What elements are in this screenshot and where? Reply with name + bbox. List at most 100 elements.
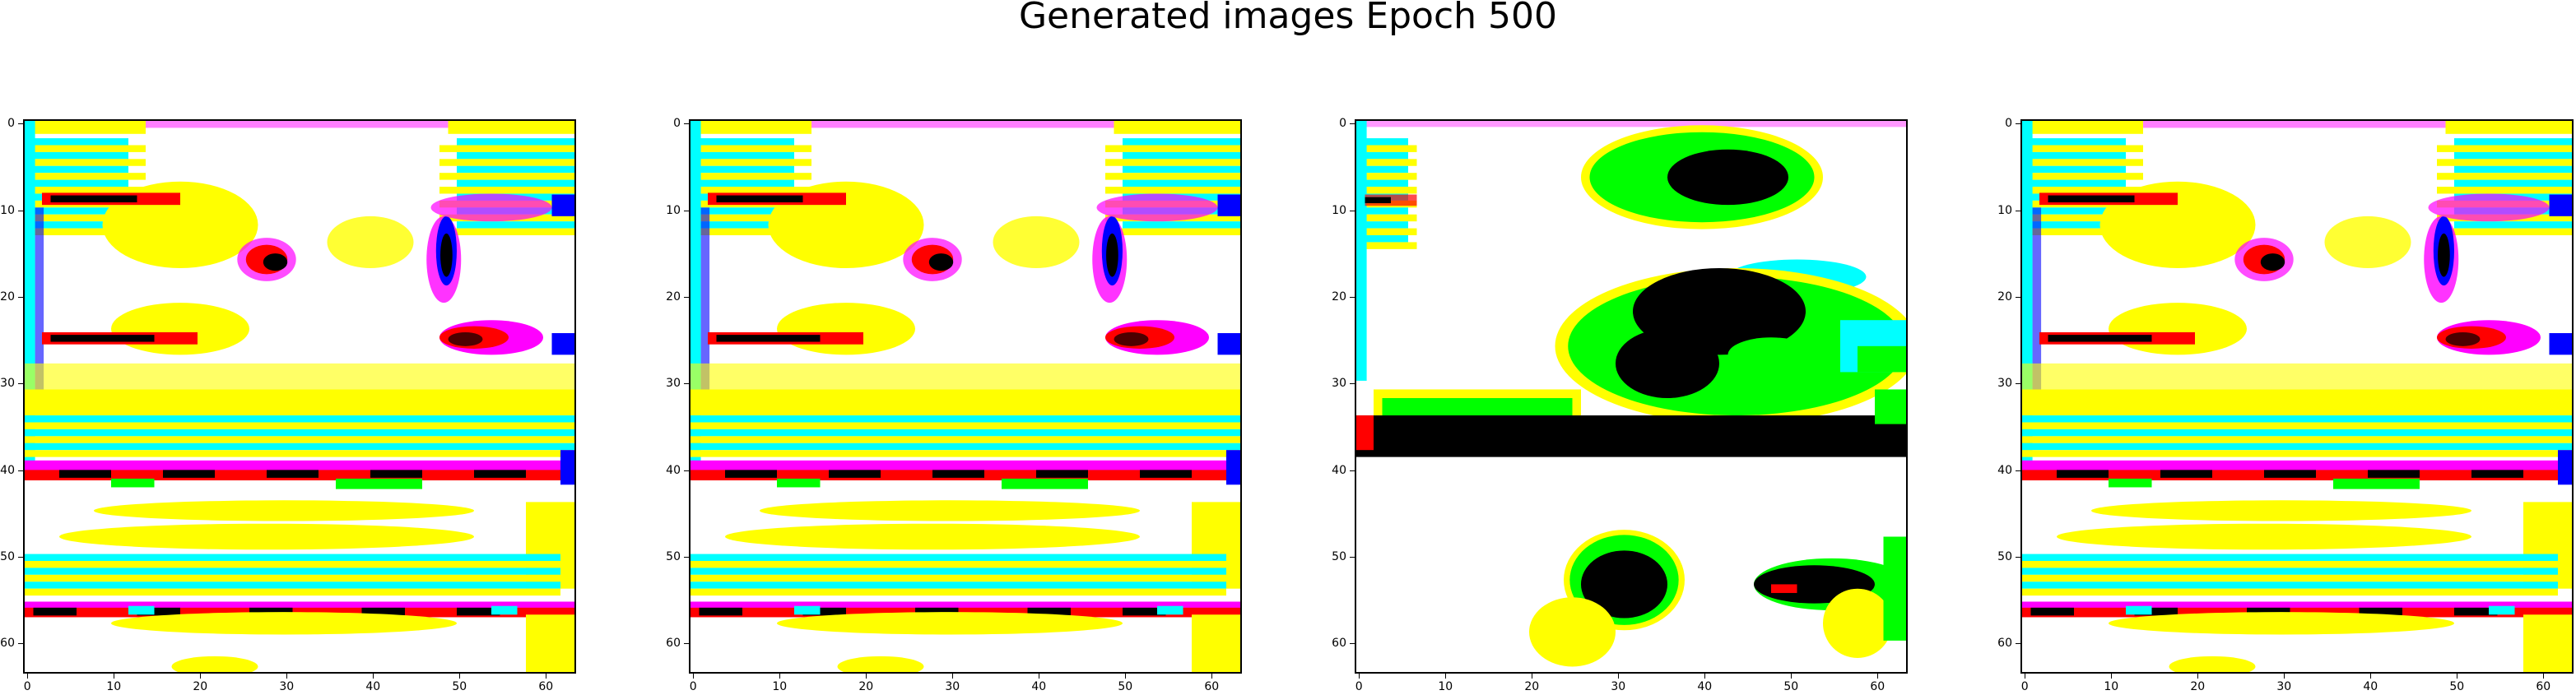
x-tick-mark <box>866 674 867 679</box>
x-tick-mark <box>1704 674 1706 679</box>
figure-title: Generated images Epoch 500 <box>1018 0 1558 37</box>
x-tick-mark <box>373 674 374 679</box>
y-tick-label: 40 <box>1997 463 2012 477</box>
y-tick-mark <box>18 123 23 125</box>
y-tick-mark <box>684 383 689 385</box>
x-tick-label: 10 <box>2104 680 2119 693</box>
y-tick-mark <box>2016 470 2020 471</box>
x-tick-label: 30 <box>1611 680 1626 693</box>
x-tick-label: 0 <box>689 680 697 693</box>
y-tick-label: 30 <box>1332 377 1346 391</box>
x-tick-mark <box>1791 674 1793 679</box>
y-tick-label: 10 <box>666 203 681 217</box>
x-tick-mark <box>1211 674 1213 679</box>
y-tick-label: 0 <box>673 117 681 131</box>
generated-image-pixels <box>2022 121 2572 672</box>
y-tick-mark <box>1350 383 1355 385</box>
x-tick-label: 40 <box>2363 680 2378 693</box>
x-tick-mark <box>779 674 781 679</box>
x-tick-label: 10 <box>772 680 788 693</box>
x-tick-mark <box>27 674 29 679</box>
x-tick-label: 60 <box>538 680 554 693</box>
y-tick-label: 10 <box>1997 203 2012 217</box>
generated-image-3: 0 10 20 30 40 50 60 0 10 20 30 40 50 60 <box>1332 117 1908 693</box>
x-tick-label: 30 <box>279 680 295 693</box>
y-tick-label: 60 <box>0 637 15 651</box>
y-tick-mark <box>1350 470 1355 471</box>
x-tick-label: 50 <box>1783 680 1799 693</box>
x-tick-mark <box>1445 674 1447 679</box>
x-tick-mark <box>2111 674 2113 679</box>
y-tick-mark <box>2016 123 2020 125</box>
x-tick-label: 50 <box>452 680 467 693</box>
y-tick-mark <box>1350 123 1355 125</box>
x-tick-mark <box>2370 674 2372 679</box>
y-tick-label: 40 <box>666 463 681 477</box>
x-tick-mark <box>952 674 954 679</box>
x-tick-label: 40 <box>1031 680 1047 693</box>
y-tick-label: 20 <box>1997 290 2012 303</box>
generated-image-pixels <box>25 121 574 672</box>
y-tick-label: 60 <box>1997 637 2012 651</box>
y-tick-mark <box>2016 643 2020 645</box>
y-tick-mark <box>684 470 689 471</box>
generated-image-pixels <box>690 121 1240 672</box>
y-tick-mark <box>1350 643 1355 645</box>
y-tick-label: 40 <box>1332 463 1346 477</box>
x-tick-mark <box>693 674 695 679</box>
y-tick-label: 20 <box>0 290 15 303</box>
y-tick-label: 50 <box>666 549 681 563</box>
y-tick-mark <box>18 643 23 645</box>
x-tick-label: 20 <box>193 680 208 693</box>
y-tick-mark <box>2016 556 2020 558</box>
y-tick-label: 0 <box>2005 117 2012 131</box>
x-tick-label: 40 <box>1697 680 1713 693</box>
y-tick-mark <box>2016 296 2020 298</box>
generated-image-4: 0 10 20 30 40 50 60 0 10 20 30 40 50 60 <box>1997 117 2574 693</box>
image-frame <box>23 119 576 674</box>
y-tick-label: 60 <box>666 637 681 651</box>
x-tick-mark <box>200 674 202 679</box>
y-tick-mark <box>684 296 689 298</box>
y-tick-mark <box>684 643 689 645</box>
x-tick-mark <box>2197 674 2199 679</box>
x-tick-label: 0 <box>1355 680 1363 693</box>
x-tick-label: 20 <box>858 680 874 693</box>
generated-image-pixels <box>1356 121 1906 672</box>
y-tick-mark <box>2016 383 2020 385</box>
y-tick-label: 0 <box>7 117 15 131</box>
x-tick-mark <box>1359 674 1360 679</box>
y-tick-mark <box>684 123 689 125</box>
x-tick-label: 0 <box>2020 680 2029 693</box>
y-tick-label: 30 <box>0 377 15 391</box>
x-tick-mark <box>2284 674 2285 679</box>
x-tick-label: 40 <box>365 680 381 693</box>
x-tick-label: 60 <box>1204 680 1220 693</box>
x-tick-mark <box>1125 674 1127 679</box>
y-tick-label: 10 <box>0 203 15 217</box>
y-tick-mark <box>684 556 689 558</box>
image-frame <box>689 119 1242 674</box>
y-tick-label: 10 <box>1332 203 1346 217</box>
x-tick-mark <box>1618 674 1620 679</box>
y-tick-label: 50 <box>0 549 15 563</box>
image-frame <box>2020 119 2574 674</box>
generated-image-1: 0 10 20 30 40 50 60 0 10 20 30 40 50 60 <box>0 117 576 693</box>
x-tick-label: 20 <box>1524 680 1540 693</box>
x-tick-label: 60 <box>2536 680 2551 693</box>
y-tick-label: 20 <box>1332 290 1346 303</box>
y-tick-label: 40 <box>0 463 15 477</box>
x-tick-label: 50 <box>1118 680 1133 693</box>
x-tick-label: 10 <box>1438 680 1453 693</box>
y-tick-mark <box>1350 296 1355 298</box>
x-tick-label: 30 <box>945 680 960 693</box>
y-tick-label: 30 <box>1997 377 2012 391</box>
x-tick-mark <box>286 674 288 679</box>
y-tick-mark <box>18 470 23 471</box>
y-tick-mark <box>18 383 23 385</box>
x-tick-label: 20 <box>2190 680 2206 693</box>
x-tick-label: 50 <box>2449 680 2465 693</box>
generated-image-2: 0 10 20 30 40 50 60 0 10 20 30 40 50 60 <box>666 117 1242 693</box>
y-tick-mark <box>1350 556 1355 558</box>
y-tick-label: 50 <box>1332 549 1346 563</box>
